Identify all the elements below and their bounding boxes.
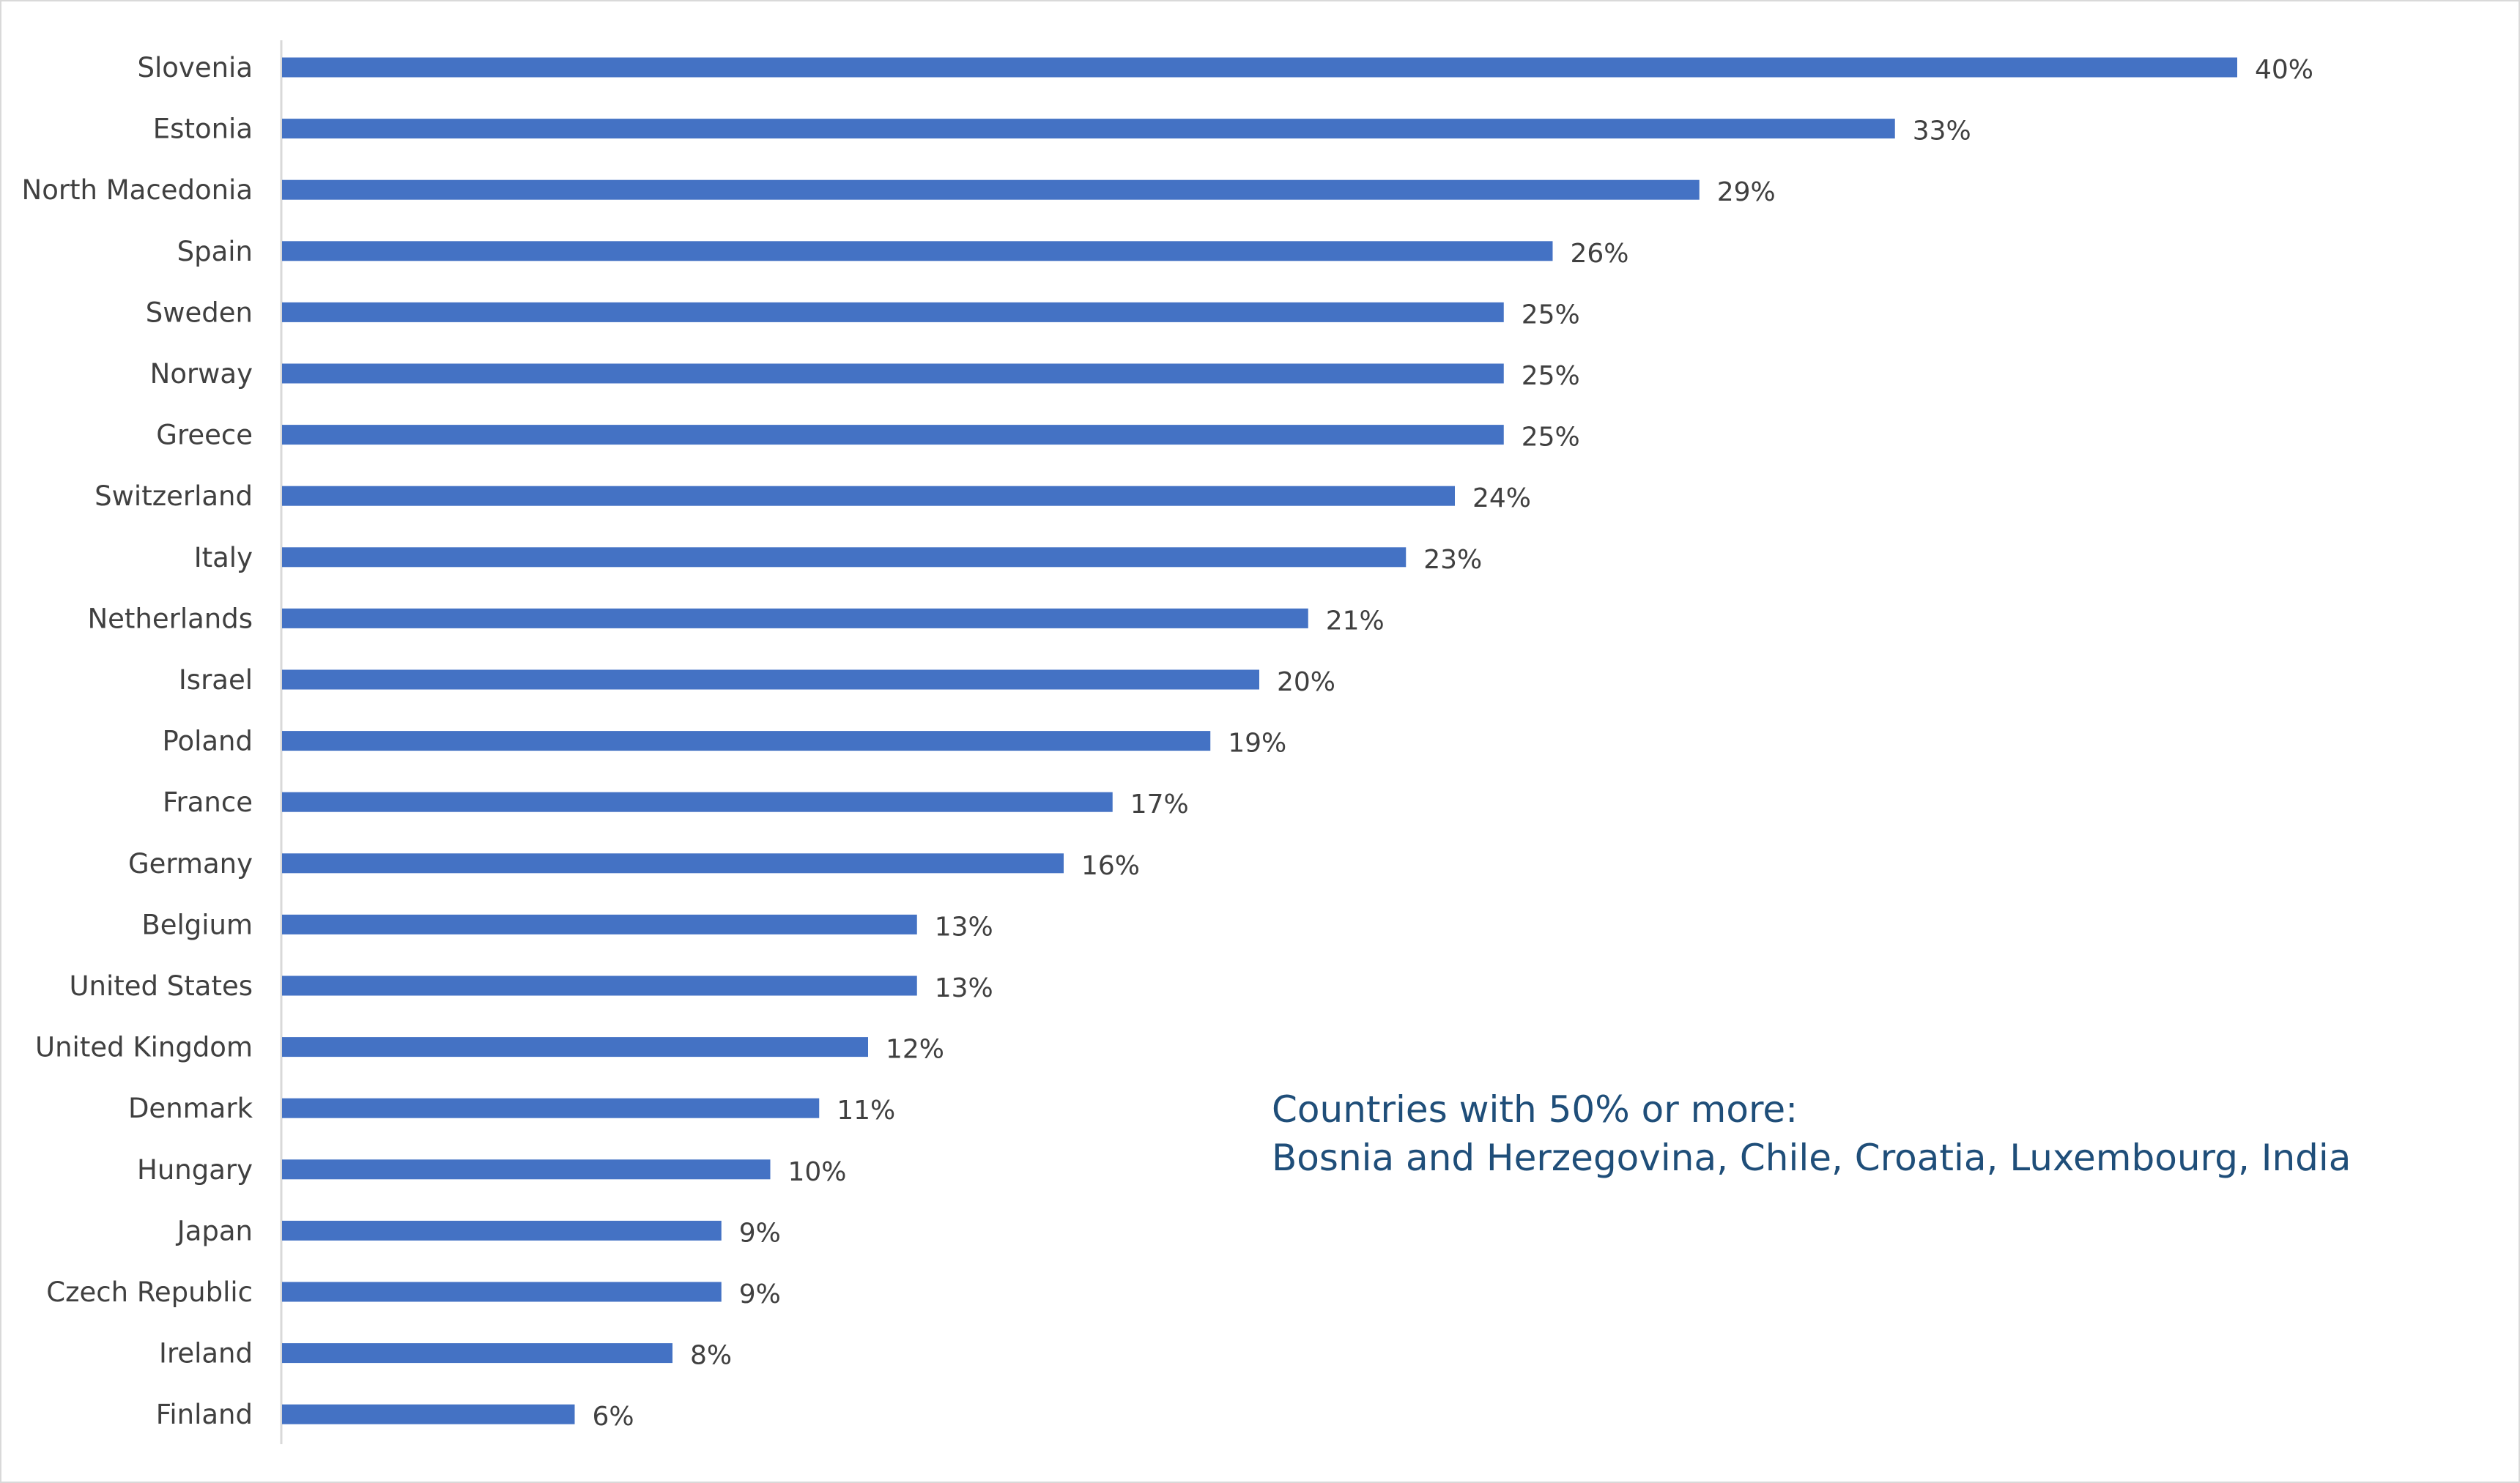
bar: [282, 1343, 672, 1364]
data-label: 29%: [1717, 177, 1776, 207]
category-label: France: [163, 787, 253, 818]
bar: [282, 486, 1455, 506]
category-label: Sweden: [146, 297, 253, 328]
data-label: 23%: [1423, 545, 1482, 575]
bar: [282, 1220, 722, 1241]
data-label: 19%: [1228, 729, 1286, 759]
category-label: Czech Republic: [46, 1276, 253, 1308]
bar: [282, 241, 1553, 261]
data-label: 40%: [2255, 55, 2313, 85]
data-label: 17%: [1130, 789, 1189, 819]
annotation-heading: Countries with 50% or more:: [1272, 1088, 1798, 1131]
data-label: 16%: [1081, 851, 1140, 881]
category-label: Hungary: [137, 1154, 253, 1186]
category-label: Finland: [156, 1399, 253, 1430]
category-label: United States: [69, 970, 253, 1002]
bar: [282, 975, 917, 996]
bar: [282, 608, 1308, 628]
category-label: North Macedonia: [22, 174, 253, 206]
bar: [282, 547, 1407, 568]
data-label: 21%: [1326, 606, 1385, 636]
category-label: Japan: [176, 1215, 253, 1246]
bar: [282, 853, 1064, 874]
bar: [282, 669, 1259, 690]
bar: [282, 1404, 575, 1424]
data-label: 26%: [1571, 239, 1629, 269]
data-label: 9%: [739, 1279, 781, 1309]
bar: [282, 57, 2237, 78]
data-label: 25%: [1522, 423, 1580, 453]
data-label: 25%: [1522, 361, 1580, 391]
category-label: Slovenia: [138, 52, 253, 83]
category-label: Ireland: [159, 1338, 253, 1369]
bar: [282, 1098, 820, 1118]
category-label: Poland: [162, 726, 253, 757]
bar: [282, 425, 1504, 445]
bar: [282, 792, 1113, 812]
category-label: Spain: [177, 236, 253, 267]
category-label: Germany: [128, 848, 253, 880]
data-label: 8%: [690, 1341, 732, 1371]
category-label: Denmark: [128, 1093, 253, 1124]
category-label: Israel: [179, 664, 253, 696]
category-label: Estonia: [153, 114, 253, 145]
category-label: Netherlands: [87, 603, 253, 634]
bar: [282, 1037, 868, 1058]
data-label: 20%: [1277, 667, 1335, 697]
data-label: 11%: [837, 1096, 895, 1126]
category-label: United Kingdom: [35, 1032, 253, 1063]
data-label: 24%: [1472, 483, 1531, 513]
data-label: 13%: [935, 912, 993, 942]
bar: [282, 1159, 771, 1180]
annotation: Countries with 50% or more: Bosnia and H…: [1272, 1085, 2351, 1182]
data-label: 33%: [1913, 116, 1971, 146]
data-label: 12%: [886, 1035, 944, 1065]
data-label: 6%: [593, 1402, 634, 1432]
category-label: Greece: [156, 420, 253, 451]
data-label: 10%: [788, 1157, 847, 1187]
bar: [282, 914, 917, 934]
bar: [282, 119, 1895, 139]
bar: [282, 731, 1211, 751]
category-label: Switzerland: [94, 480, 253, 512]
bar: [282, 302, 1504, 322]
data-label: 13%: [935, 973, 993, 1003]
bar: [282, 1282, 722, 1302]
category-label: Norway: [150, 358, 253, 390]
bar: [282, 179, 1700, 200]
category-label: Italy: [194, 542, 253, 573]
data-label: 25%: [1522, 300, 1580, 330]
category-label: Belgium: [141, 909, 253, 940]
annotation-text: Bosnia and Herzegovina, Chile, Croatia, …: [1272, 1137, 2352, 1179]
bar: [282, 363, 1504, 384]
data-label: 9%: [739, 1218, 781, 1248]
